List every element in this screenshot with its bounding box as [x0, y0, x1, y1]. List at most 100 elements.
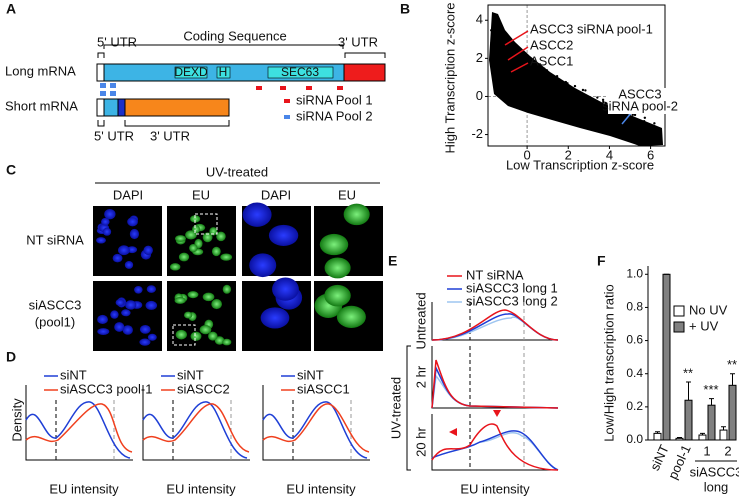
cds-label: Coding Sequence	[183, 28, 286, 43]
point	[656, 131, 659, 134]
nucleus	[319, 233, 349, 256]
point	[624, 128, 627, 131]
nucleus	[208, 331, 218, 341]
point	[499, 44, 503, 47]
x-tick-label: 2	[565, 147, 572, 162]
point	[548, 96, 551, 100]
panel-label: D	[6, 349, 16, 365]
point	[547, 81, 551, 84]
y-tick-label: 4	[476, 12, 483, 27]
x-tick-label: 1	[703, 443, 710, 458]
legend-swatch	[673, 305, 685, 317]
legend-label: siASCC3 pool-1	[60, 381, 153, 396]
point	[574, 102, 577, 105]
point	[574, 90, 577, 93]
density-curve	[142, 403, 250, 453]
legend-label: NT siRNA	[466, 267, 524, 282]
panel-label: C	[6, 162, 16, 178]
group-label: siASCC3	[690, 464, 739, 479]
nucleus	[202, 292, 215, 302]
point	[653, 122, 656, 125]
point	[531, 66, 534, 69]
y-axis-label: High Transcription z-score	[442, 3, 457, 154]
point	[573, 84, 577, 88]
annotation: ASCC2	[530, 37, 573, 52]
legend-label: siNT	[60, 367, 87, 382]
nucleus	[117, 245, 130, 256]
point	[582, 96, 586, 99]
point	[534, 88, 538, 91]
nucleus	[209, 227, 218, 236]
legend-label: siRNA Pool 1	[296, 92, 373, 107]
point	[569, 87, 573, 91]
column-label: DAPI	[113, 187, 143, 202]
nucleus	[174, 296, 186, 304]
legend-label: siASCC2	[177, 381, 230, 396]
nucleus	[146, 285, 156, 293]
point	[631, 113, 634, 116]
point	[530, 73, 533, 77]
nucleus	[115, 299, 125, 307]
density-curve	[431, 365, 559, 409]
utr-box	[96, 98, 105, 117]
point	[581, 88, 585, 92]
point	[593, 102, 597, 106]
column-label: EU	[192, 187, 210, 202]
density-curve	[431, 313, 559, 341]
point	[528, 75, 531, 78]
point	[589, 103, 593, 106]
point	[617, 118, 620, 122]
point	[512, 51, 515, 55]
legend-label: siASCC1	[297, 381, 350, 396]
point	[536, 78, 539, 82]
domain	[174, 66, 208, 79]
domain	[216, 66, 231, 79]
point	[568, 84, 571, 88]
panel-label: A	[6, 1, 16, 17]
point	[647, 129, 650, 132]
x-axis-label: EU intensity	[166, 481, 236, 496]
point	[602, 109, 606, 112]
row-label: Long mRNA	[5, 63, 76, 78]
significance: ***	[703, 382, 718, 397]
point	[619, 119, 622, 123]
point	[581, 110, 585, 114]
utr-box	[124, 98, 230, 117]
point	[566, 99, 569, 102]
nucleus	[268, 224, 299, 246]
axis	[142, 385, 250, 461]
error-bar	[655, 431, 660, 434]
annotation: ASCC3	[618, 86, 661, 101]
point	[566, 91, 569, 94]
y-tick-label: 2	[476, 50, 483, 65]
point	[569, 107, 572, 110]
nucleus	[184, 311, 193, 319]
point	[644, 130, 648, 133]
point	[579, 97, 583, 100]
arrowhead	[449, 428, 457, 436]
nucleus	[104, 208, 116, 220]
legend-label: siASCC3 long 1	[466, 280, 558, 295]
point	[536, 76, 540, 80]
nucleus	[220, 253, 233, 261]
nucleus	[139, 338, 151, 346]
nucleus	[134, 285, 143, 294]
point	[518, 78, 521, 81]
domain-label: H	[219, 65, 228, 79]
point	[605, 114, 609, 117]
error-bar	[686, 381, 691, 401]
sirna-marks	[256, 86, 343, 90]
x-axis-label: EU intensity	[286, 481, 356, 496]
bar	[728, 384, 737, 441]
utr-box	[343, 63, 386, 82]
domain-label: DEXD	[174, 65, 208, 79]
nucleus	[190, 331, 202, 341]
point	[553, 97, 557, 101]
domain-label: SEC63	[281, 65, 319, 79]
point	[558, 81, 561, 84]
zoom-box	[172, 324, 196, 346]
point	[564, 100, 567, 104]
point	[503, 39, 506, 42]
point	[605, 102, 608, 105]
x-tick-label: 4	[606, 147, 613, 162]
